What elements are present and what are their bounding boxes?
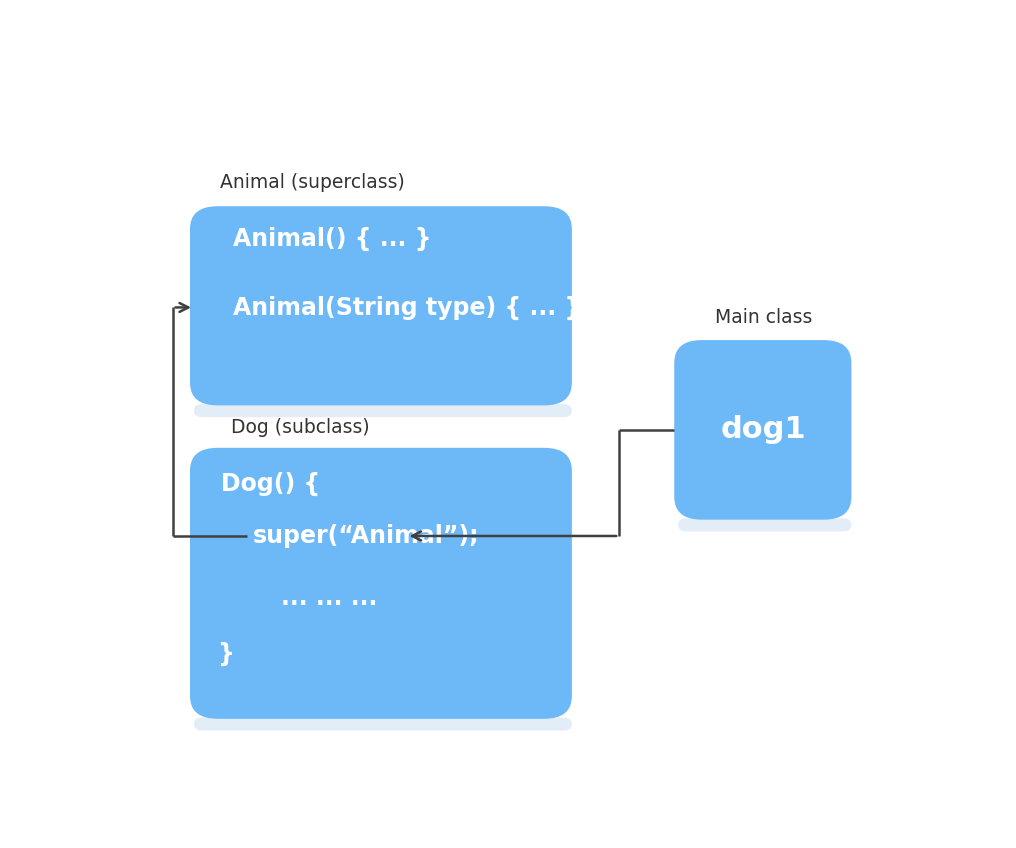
Text: dog1: dog1 [720, 415, 806, 444]
FancyBboxPatch shape [190, 206, 572, 405]
Text: Dog() {: Dog() { [221, 471, 321, 496]
FancyBboxPatch shape [190, 448, 572, 719]
Text: super(“Animal”);: super(“Animal”); [253, 524, 480, 548]
Text: Dog (subclass): Dog (subclass) [231, 418, 370, 437]
Text: Main class: Main class [714, 308, 812, 327]
Text: }: } [217, 641, 235, 666]
FancyBboxPatch shape [194, 404, 572, 417]
FancyBboxPatch shape [675, 340, 851, 520]
Text: Animal(String type) { ... }: Animal(String type) { ... } [234, 295, 581, 320]
Text: ... ... ...: ... ... ... [280, 586, 377, 610]
FancyBboxPatch shape [194, 717, 572, 731]
FancyBboxPatch shape [679, 518, 851, 532]
Text: Animal (superclass): Animal (superclass) [219, 173, 404, 192]
Text: Animal() { ... }: Animal() { ... } [234, 226, 432, 251]
